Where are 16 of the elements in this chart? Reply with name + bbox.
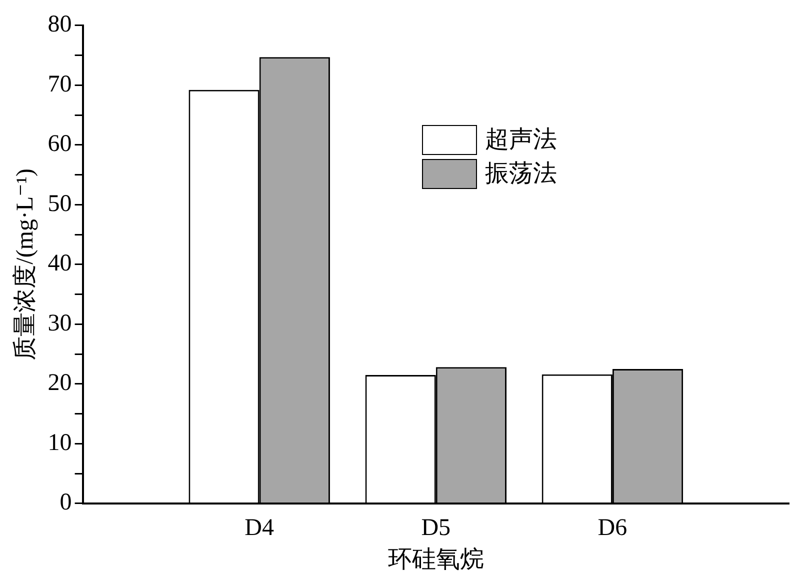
y-tick-label: 10	[48, 430, 72, 456]
y-axis-title: 质量浓度/(mg·L⁻¹)	[12, 168, 39, 360]
legend-label: 超声法	[484, 126, 557, 156]
y-tick-label: 70	[48, 71, 72, 98]
y-tick-label: 40	[48, 250, 72, 277]
y-tick-label: 20	[48, 370, 72, 396]
y-tick-label: 80	[48, 12, 72, 38]
x-axis-title: 环硅氧烷	[388, 546, 484, 573]
x-tick-label: D4	[244, 515, 274, 542]
legend-label: 振荡法	[484, 160, 557, 190]
y-tick-label: 0	[60, 490, 72, 516]
x-tick-label: D5	[421, 515, 451, 542]
x-tick-label: D6	[598, 515, 628, 542]
y-tick-label: 60	[48, 131, 72, 158]
y-tick-label: 30	[48, 310, 72, 336]
y-tick-label: 50	[48, 190, 72, 217]
